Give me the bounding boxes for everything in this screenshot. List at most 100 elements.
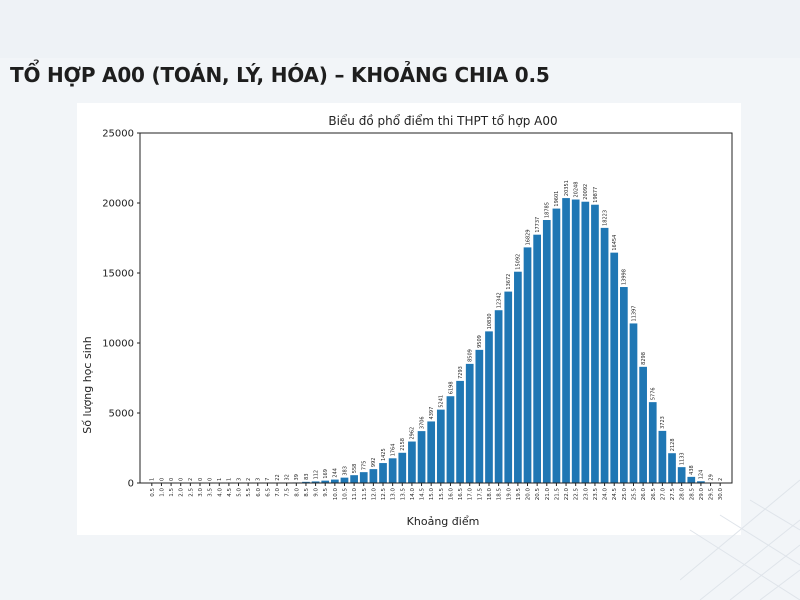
x-tick-label: 16.5 [458,488,464,501]
bar-value-label: 383 [342,466,348,476]
x-tick-label: 18.5 [497,488,503,501]
bar-series [147,198,725,484]
x-tick-label: 27.0 [660,488,666,501]
x-tick-label: 28.0 [680,488,686,501]
x-tick-label: 28.5 [689,488,695,501]
x-tick-label: 26.0 [641,488,647,501]
bar-value-label: 18223 [602,210,608,226]
bar [475,349,484,483]
chart-card: Biểu đồ phổ điểm thi THPT tổ hợp A00 Số … [77,103,741,535]
x-tick-label: 8.0 [294,488,300,497]
bar-value-label: 10830 [487,313,493,329]
x-tick-label: 4.5 [227,488,233,497]
bar [648,402,657,483]
bar-value-label: 18785 [545,202,551,218]
x-axis-label: Khoảng điểm [407,515,480,528]
bar [629,323,638,483]
x-tick-label: 16.0 [448,488,454,501]
x-tick-label: 18.0 [487,488,493,501]
x-tick-label: 26.5 [651,488,657,501]
bar [465,363,474,483]
bar-value-label: 20351 [564,180,570,196]
bar [523,247,532,483]
bar [436,409,445,483]
bar [552,208,561,483]
x-tick-label: 8.5 [304,488,310,497]
bar-value-label: 2 [718,478,724,481]
bar [533,234,542,483]
x-tick-label: 20.0 [526,488,532,501]
bar-value-label: 8298 [641,352,647,365]
x-tick-label: 11.5 [362,488,368,501]
bar-value-label: 0 [179,478,185,481]
bar-value-label: 1764 [390,444,396,457]
bar-value-label: 775 [362,461,368,471]
x-tick-label: 23.5 [593,488,599,501]
bar [639,366,647,483]
y-tick-label: 20000 [102,199,134,210]
bar-value-label: 20092 [583,184,589,200]
bar [485,331,493,483]
bar-value-label: 0 [169,478,175,481]
bar [417,431,426,483]
x-tick-label: 10.0 [333,488,339,501]
bar-value-label: 5776 [651,387,657,400]
bar [697,481,705,483]
x-tick-label: 20.5 [535,488,541,501]
x-tick-label: 21.0 [545,488,551,501]
bar-value-label: 2158 [400,438,406,451]
bar [321,480,330,483]
bar [427,421,436,483]
x-tick-label: 22.5 [574,488,580,501]
x-tick-label: 27.5 [670,488,676,501]
x-tick-label: 15.5 [439,488,445,501]
bar-value-label: 3706 [419,416,425,429]
y-tick-label: 0 [128,479,134,490]
bar [340,477,349,483]
bar [687,476,696,483]
bar [600,227,609,483]
bar-value-label: 32 [284,474,290,480]
x-tick-label: 25.5 [631,488,637,501]
x-tick-label: 19.5 [516,488,522,501]
bar-value-label: 39 [294,474,300,480]
bar-value-label: 83 [304,473,310,479]
bar [610,252,619,483]
bar [494,310,503,483]
bar-value-label: 2128 [670,438,676,451]
bar-value-label: 1 [227,478,233,481]
bar [350,475,358,483]
bar-value-label: 12342 [496,292,502,308]
bar-value-label: 124 [699,470,705,480]
x-tick-label: 17.0 [468,488,474,501]
bar [330,479,339,483]
x-tick-label: 9.5 [323,488,329,497]
bar-value-label: 9509 [477,335,483,348]
bar-value-label: 7 [265,478,271,481]
bar [571,199,580,483]
bar-value-label: 3 [236,478,242,481]
bar-value-label: 1425 [381,448,387,461]
x-tick-label: 30.0 [718,488,724,501]
bar-value-label: 11397 [631,306,637,322]
bar-value-label: 244 [333,468,339,478]
y-axis: 0 5000 10000 15000 20000 25000 [102,129,140,490]
bar-value-label: 112 [313,470,319,480]
x-tick-label: 21.5 [554,488,560,501]
page-heading: TỔ HỢP A00 (TOÁN, LÝ, HÓA) – KHOẢNG CHIA… [10,63,550,87]
bar-value-label: 169 [323,469,329,479]
x-tick-label: 13.0 [391,488,397,501]
chart-title: Biểu đồ phổ điểm thi THPT tổ hợp A00 [328,114,557,128]
x-tick-label: 15.0 [429,488,435,501]
x-axis: 0.5 1.0 1.5 2.0 2.5 3.0 3.5 4.0 4.5 5.0 5.5 6.0 6.5 7… [150,483,724,500]
x-tick-label: 9.0 [314,488,320,497]
x-tick-label: 1.0 [159,488,165,497]
x-tick-label: 6.5 [265,488,271,497]
bar-value-label: 558 [352,464,358,474]
bar-value-label: 0 [207,478,213,481]
x-tick-label: 24.5 [612,488,618,501]
value-labels: 1 0 0 0 2 0 0 1 1 3 2 3 7 22 32 39 83 112 169 244 383 558 775 9… [150,180,724,481]
x-tick-label: 13.5 [400,488,406,501]
bar-value-label: 6198 [448,381,454,394]
bar [302,481,310,483]
